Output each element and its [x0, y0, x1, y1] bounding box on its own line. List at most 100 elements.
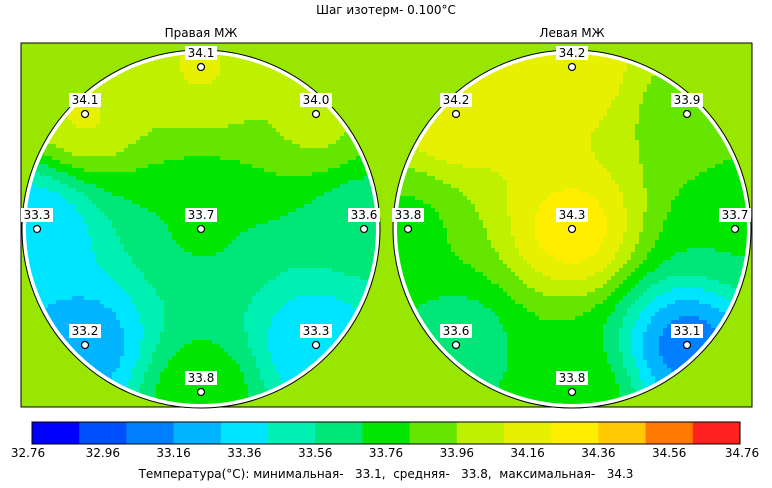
heatmap-cell	[40, 204, 45, 209]
heatmap-cell	[276, 84, 281, 89]
heatmap-cell	[260, 88, 265, 93]
heatmap-cell	[104, 244, 109, 249]
heatmap-cell	[152, 64, 157, 69]
heatmap-cell	[140, 180, 145, 185]
heatmap-cell	[104, 112, 109, 117]
heatmap-cell	[120, 196, 125, 201]
heatmap-cell	[268, 228, 273, 233]
heatmap-cell	[156, 268, 161, 273]
heatmap-cell	[248, 144, 253, 149]
heatmap-cell	[48, 264, 53, 269]
heatmap-cell	[136, 152, 141, 157]
heatmap-cell	[216, 88, 221, 93]
heatmap-cell	[148, 180, 153, 185]
heatmap-cell	[340, 136, 345, 141]
heatmap-cell	[108, 248, 113, 253]
heatmap-cell	[160, 140, 165, 145]
heatmap-cell	[72, 176, 77, 181]
heatmap-cell	[108, 88, 113, 93]
heatmap-cell	[284, 84, 289, 89]
heatmap-cell	[240, 264, 245, 269]
heatmap-cell	[136, 76, 141, 81]
heatmap-cell	[56, 260, 61, 265]
heatmap-cell	[72, 168, 77, 173]
heatmap-cell	[152, 124, 157, 129]
heatmap-cell	[136, 124, 141, 129]
heatmap-cell	[352, 192, 357, 197]
heatmap-cell	[120, 208, 125, 213]
heatmap-cell	[308, 184, 313, 189]
heatmap-cell	[340, 184, 345, 189]
heatmap-cell	[268, 88, 273, 93]
heatmap-cell	[172, 156, 177, 161]
heatmap-cell	[176, 192, 181, 197]
heatmap-cell	[164, 100, 169, 105]
heatmap-cell	[172, 212, 177, 217]
heatmap-cell	[160, 152, 165, 157]
heatmap-cell	[140, 156, 145, 161]
heatmap-cell	[128, 176, 133, 181]
heatmap-cell	[232, 240, 237, 245]
heatmap-cell	[108, 100, 113, 105]
heatmap-cell	[272, 260, 277, 265]
heatmap-cell	[88, 160, 93, 165]
heatmap-cell	[224, 96, 229, 101]
heatmap-cell	[352, 256, 357, 261]
heatmap-cell	[76, 124, 81, 129]
heatmap-cell	[104, 268, 109, 273]
heatmap-cell	[212, 104, 217, 109]
heatmap-cell	[184, 92, 189, 97]
heatmap-cell	[348, 264, 353, 269]
heatmap-cell	[220, 176, 225, 181]
heatmap-cell	[312, 140, 317, 145]
heatmap-cell	[100, 124, 105, 129]
heatmap-cell	[116, 232, 121, 237]
heatmap-cell	[308, 268, 313, 273]
heatmap-cell	[324, 120, 329, 125]
heatmap-cell	[196, 232, 201, 237]
heatmap-cell	[180, 172, 185, 177]
heatmap-cell	[144, 204, 149, 209]
heatmap-cell	[120, 224, 125, 229]
heatmap-cell	[364, 252, 369, 257]
heatmap-cell	[52, 224, 57, 229]
heatmap-cell	[136, 264, 141, 269]
heatmap-cell	[264, 216, 269, 221]
heatmap-cell	[32, 200, 37, 205]
heatmap-cell	[272, 220, 277, 225]
heatmap-cell	[292, 236, 297, 241]
heatmap-cell	[132, 132, 137, 137]
heatmap-cell	[112, 100, 117, 105]
heatmap-cell	[340, 156, 345, 161]
heatmap-cell	[232, 92, 237, 97]
heatmap-cell	[212, 200, 217, 205]
heatmap-cell	[148, 152, 153, 157]
heatmap-cell	[240, 124, 245, 129]
heatmap-cell	[300, 84, 305, 89]
heatmap-cell	[176, 176, 181, 181]
heatmap-cell	[56, 176, 61, 181]
heatmap-cell	[164, 256, 169, 261]
heatmap-cell	[148, 252, 153, 257]
heatmap-cell	[140, 152, 145, 157]
heatmap-cell	[164, 272, 169, 277]
heatmap-cell	[208, 172, 213, 177]
heatmap-cell	[148, 92, 153, 97]
heatmap-cell	[92, 252, 97, 257]
heatmap-cell	[256, 196, 261, 201]
heatmap-cell	[136, 256, 141, 261]
heatmap-cell	[216, 136, 221, 141]
heatmap-cell	[340, 168, 345, 173]
heatmap-cell	[120, 148, 125, 153]
heatmap-cell	[152, 116, 157, 121]
heatmap-cell	[148, 248, 153, 253]
heatmap-cell	[180, 128, 185, 133]
heatmap-cell	[52, 196, 57, 201]
heatmap-cell	[184, 116, 189, 121]
heatmap-cell	[124, 128, 129, 133]
heatmap-cell	[340, 188, 345, 193]
heatmap-cell	[296, 248, 301, 253]
heatmap-cell	[84, 256, 89, 261]
heatmap-cell	[116, 100, 121, 105]
heatmap-cell	[316, 260, 321, 265]
